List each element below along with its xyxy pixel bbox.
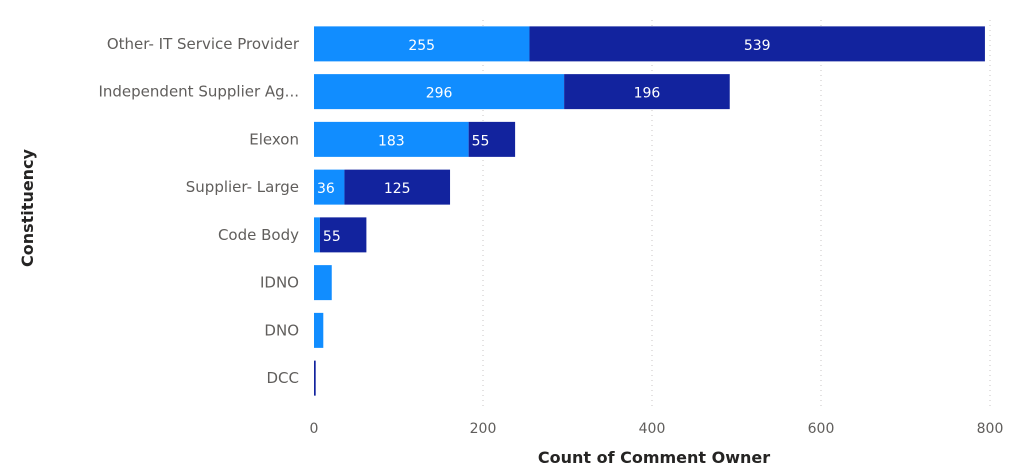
data-label: 55: [323, 229, 341, 245]
x-axis-title: Count of Comment Owner: [538, 448, 770, 467]
category-label: IDNO: [260, 274, 299, 292]
bars: [314, 26, 985, 396]
data-label: 255: [408, 38, 435, 54]
x-tick-label: 400: [639, 421, 666, 437]
bar-segment: [314, 74, 565, 110]
bar-segment: [529, 26, 985, 62]
category-label: Elexon: [249, 130, 299, 148]
category-label: DNO: [264, 321, 299, 339]
y-axis-title: Constituency: [18, 148, 37, 267]
category-label: DCC: [267, 369, 300, 387]
data-label: 183: [378, 133, 405, 149]
data-label: 196: [634, 86, 661, 102]
data-label: 125: [384, 181, 411, 197]
data-label: 296: [426, 86, 453, 102]
x-tick-label: 0: [310, 421, 319, 437]
y-axis-category-labels: Other- IT Service Provider Independent Su…: [98, 35, 299, 387]
bar-segment: [314, 26, 530, 62]
bar-segment: [314, 217, 320, 253]
bar-segment: [319, 217, 367, 253]
category-label: Code Body: [218, 226, 299, 244]
data-label: 55: [472, 133, 490, 149]
x-tick-label: 200: [470, 421, 497, 437]
bar-segment: [314, 360, 316, 396]
data-labels: 255 539 296 196 183 55 36 125 55: [317, 38, 771, 245]
category-label: Independent Supplier Ag...: [98, 83, 299, 101]
category-label: Supplier- Large: [186, 178, 299, 196]
bar-segment: [344, 169, 451, 205]
x-tick-label: 800: [977, 421, 1004, 437]
bar-segment: [314, 312, 324, 348]
bar-segment: [314, 265, 332, 301]
data-label: 539: [744, 38, 771, 54]
bar-segment: [564, 74, 730, 110]
x-axis-tick-labels: 0 200 400 600 800: [310, 421, 1004, 437]
x-tick-label: 600: [808, 421, 835, 437]
bar-segment: [314, 169, 345, 205]
category-label: Other- IT Service Provider: [107, 35, 300, 53]
data-label: 36: [317, 181, 335, 197]
bar-segment: [468, 121, 516, 157]
bar-segment: [314, 121, 469, 157]
